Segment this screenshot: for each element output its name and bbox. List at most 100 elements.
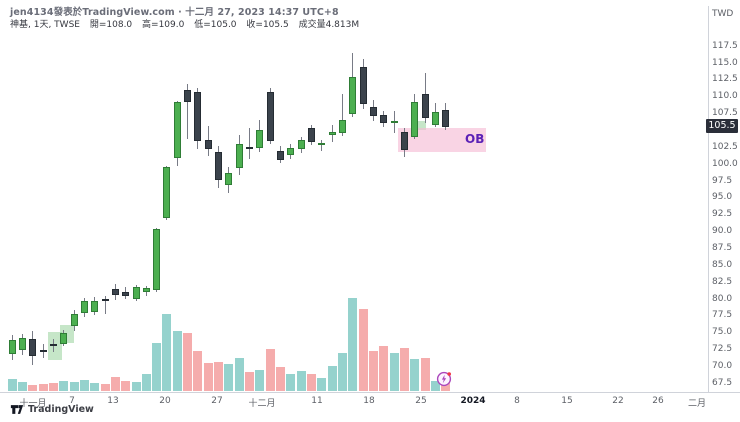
time-tick-十一月: 十一月 — [19, 399, 47, 409]
volume-bar-11-02 — [38, 383, 48, 391]
candle-10-31 — [18, 338, 26, 351]
price-tick-90.0: 90.0 — [712, 226, 733, 237]
volume-bar-11-27 — [214, 361, 224, 391]
volume-bar-12-14 — [348, 298, 358, 391]
candle-11-24 — [204, 140, 212, 150]
candle-11-17 — [153, 229, 161, 291]
candle-11-28 — [225, 172, 233, 185]
chart-plot-area[interactable]: OB — [0, 0, 708, 422]
tradingview-logo-text: TradingView — [28, 404, 94, 415]
volume-bar-11-16 — [141, 373, 151, 391]
green-zone-3[interactable] — [414, 121, 426, 130]
time-tick-26: 26 — [652, 396, 664, 406]
volume-bar-12-22 — [410, 358, 420, 391]
price-tick-100.0: 100.0 — [712, 158, 738, 169]
price-tick-92.5: 92.5 — [712, 209, 733, 220]
price-tick-80.0: 80.0 — [712, 293, 733, 304]
time-tick-2024: 2024 — [460, 396, 486, 406]
volume-bar-11-08 — [79, 380, 89, 391]
candle-11-23 — [194, 91, 202, 142]
price-tick-97.5: 97.5 — [712, 175, 733, 186]
candle-11-27 — [215, 151, 223, 180]
volume-bar-12-20 — [389, 353, 399, 391]
candle-12-27 — [442, 109, 450, 127]
volume-bar-12-04 — [265, 348, 275, 391]
volume-bar-12-21 — [400, 348, 409, 391]
candle-11-03 — [49, 344, 57, 347]
volume-bar-11-10 — [100, 383, 110, 391]
tradingview-attribution[interactable]: TradingView — [10, 404, 94, 415]
candle-11-10 — [101, 299, 109, 302]
volume-bar-11-17 — [152, 343, 162, 391]
volume-bar-11-21 — [172, 330, 182, 391]
volume-bar-11-28 — [224, 363, 234, 391]
volume-bar-12-11 — [317, 378, 327, 391]
candle-11-08 — [80, 301, 88, 314]
low-value: 低=105.0 — [194, 20, 237, 30]
candle-12-21 — [401, 132, 408, 150]
volume-bar-11-15 — [131, 381, 141, 391]
candle-wick-12-13 — [342, 93, 344, 137]
price-tick-117.5: 117.5 — [712, 40, 738, 51]
flash-icon[interactable] — [436, 371, 452, 387]
volume-bar-12-08 — [307, 373, 317, 391]
price-tick-87.5: 87.5 — [712, 242, 733, 253]
publish-byline: jen4134發表於TradingView.com · 十二月 27, 2023… — [10, 7, 339, 18]
symbol-info-bar: 神基, 1天, TWSE 開=108.0 高=109.0 低=105.0 收=1… — [10, 17, 366, 30]
candle-12-01 — [256, 130, 264, 149]
price-tick-82.5: 82.5 — [712, 276, 733, 287]
volume-value: 成交量4.813M — [298, 20, 360, 30]
time-tick-8: 8 — [514, 396, 520, 406]
volume-bar-12-06 — [286, 373, 296, 391]
candle-12-08 — [308, 128, 316, 143]
candle-12-06 — [287, 148, 295, 155]
high-value: 高=109.0 — [142, 20, 185, 30]
price-tick-77.5: 77.5 — [712, 310, 733, 321]
candle-12-15 — [359, 67, 367, 104]
price-axis-line — [708, 6, 709, 392]
time-tick-13: 13 — [107, 396, 119, 406]
volume-bar-11-09 — [90, 382, 100, 391]
candle-12-11 — [318, 142, 326, 146]
time-tick-二月: 二月 — [687, 399, 707, 409]
candle-12-25 — [421, 93, 429, 119]
candle-10-30 — [8, 339, 16, 354]
candle-12-20 — [390, 121, 398, 124]
candle-11-14 — [122, 291, 130, 297]
volume-bar-12-01 — [255, 370, 265, 391]
price-tick-107.5: 107.5 — [712, 108, 738, 119]
candle-12-26 — [432, 111, 439, 126]
price-tick-115.0: 115.0 — [712, 57, 738, 68]
candle-11-01 — [29, 338, 37, 356]
time-tick-20: 20 — [159, 396, 171, 406]
candle-11-07 — [70, 314, 78, 327]
tradingview-logo-icon — [10, 405, 24, 414]
volume-bar-12-27 — [441, 381, 451, 391]
close-value: 收=105.5 — [246, 20, 289, 30]
price-tick-102.5: 102.5 — [712, 141, 738, 152]
price-tick-95.0: 95.0 — [712, 192, 733, 203]
volume-bar-11-23 — [193, 351, 203, 391]
time-tick-22: 22 — [612, 396, 624, 406]
volume-bar-12-12 — [327, 366, 337, 391]
volume-bar-10-30 — [7, 378, 17, 391]
candle-12-05 — [277, 150, 285, 160]
ob-zone-label[interactable]: OB — [465, 131, 485, 146]
candle-11-09 — [91, 300, 99, 312]
candle-11-02 — [39, 349, 47, 352]
candle-11-22 — [184, 89, 192, 103]
volume-bar-11-07 — [69, 382, 79, 391]
candle-11-13 — [111, 289, 119, 296]
candle-12-13 — [339, 119, 347, 133]
volume-bar-11-29 — [234, 357, 244, 391]
candle-11-29 — [235, 143, 243, 169]
volume-bar-11-14 — [121, 380, 131, 391]
price-tick-112.5: 112.5 — [712, 74, 738, 85]
price-tick-110.0: 110.0 — [712, 91, 738, 102]
candle-12-19 — [380, 115, 388, 123]
price-tick-70.0: 70.0 — [712, 360, 733, 371]
volume-bar-12-15 — [358, 308, 368, 391]
currency-label: TWD — [712, 9, 734, 19]
price-tick-72.5: 72.5 — [712, 344, 733, 355]
